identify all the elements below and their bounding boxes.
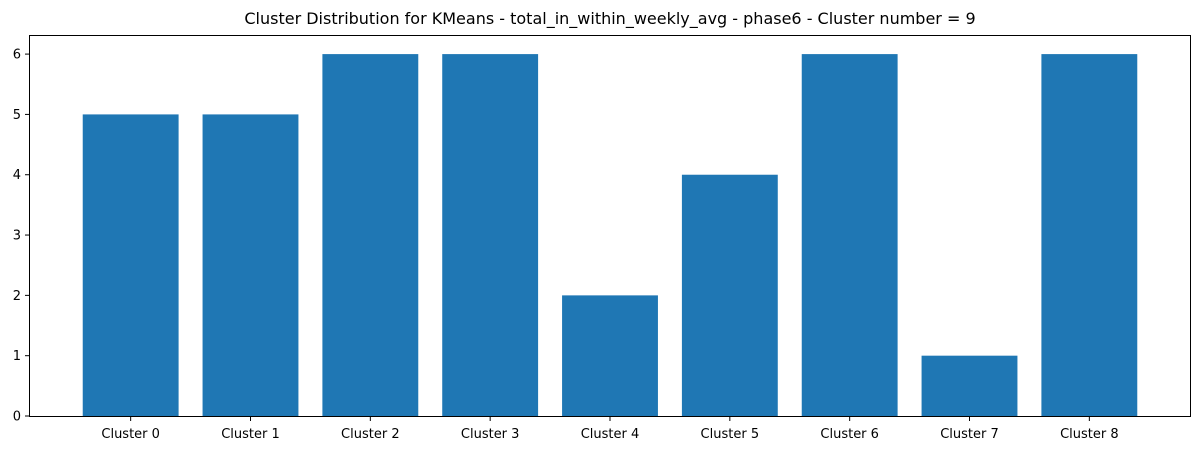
y-tick-label: 6 [13, 48, 21, 63]
x-tick-label: Cluster 7 [940, 427, 999, 442]
y-tick-label: 3 [13, 229, 21, 244]
y-tick-label: 4 [13, 168, 21, 183]
x-tick-label: Cluster 4 [581, 427, 640, 442]
y-tick-label: 2 [13, 289, 21, 304]
x-tick-label: Cluster 1 [221, 427, 280, 442]
x-tick-label: Cluster 5 [701, 427, 760, 442]
x-tick-label: Cluster 6 [820, 427, 879, 442]
y-tick-label: 0 [13, 410, 21, 425]
bar-cluster-0 [82, 114, 179, 416]
bar-cluster-6 [801, 54, 898, 416]
bar-cluster-2 [322, 54, 419, 416]
x-tick-label: Cluster 0 [101, 427, 160, 442]
y-tick-label: 1 [13, 349, 21, 364]
x-axis: Cluster 0 Cluster 1 Cluster 2 Cluster 3 Clus… [101, 416, 1119, 442]
y-tick-label: 5 [13, 108, 21, 123]
bar-cluster-1 [202, 114, 299, 416]
y-axis: 0 1 2 3 4 5 6 [13, 48, 30, 425]
bar-cluster-3 [442, 54, 539, 416]
bars-group [82, 54, 1138, 416]
plot-frame [29, 35, 1191, 417]
bar-cluster-5 [681, 174, 778, 416]
bar-cluster-7 [921, 355, 1018, 416]
x-tick-label: Cluster 3 [461, 427, 520, 442]
bar-cluster-8 [1041, 54, 1138, 416]
x-tick-label: Cluster 2 [341, 427, 400, 442]
x-tick-label: Cluster 8 [1060, 427, 1119, 442]
bar-cluster-4 [562, 295, 658, 416]
chart-title: Cluster Distribution for KMeans - total_… [244, 9, 975, 29]
